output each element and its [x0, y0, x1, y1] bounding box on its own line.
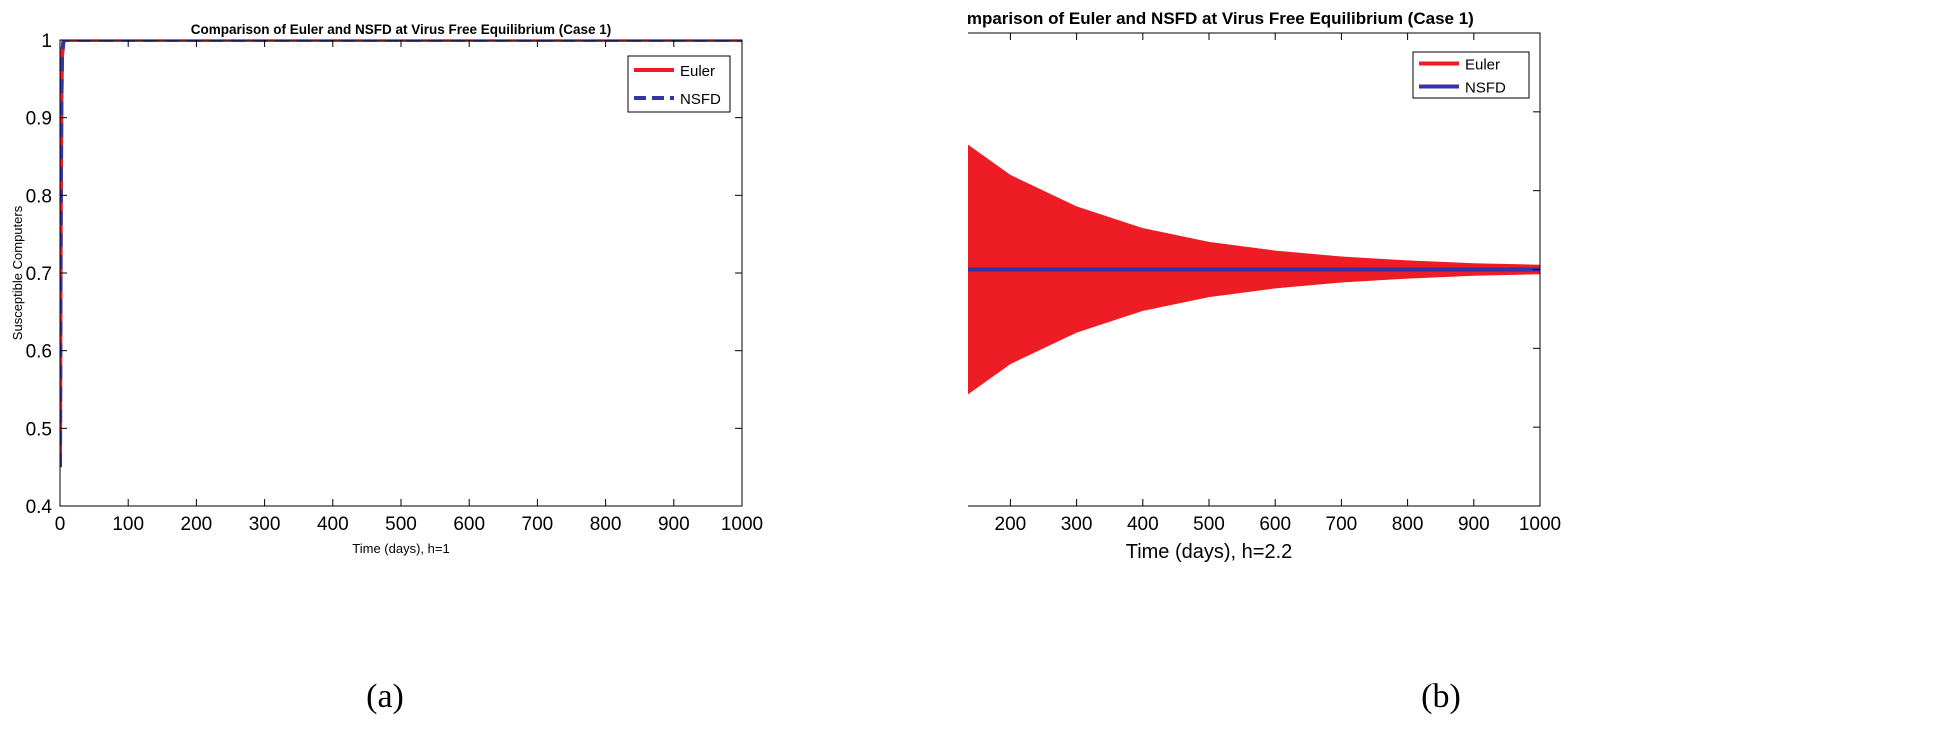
- plot-area: [60, 40, 742, 506]
- legend-box: [627, 55, 731, 113]
- y-tick-label: 0.7: [26, 264, 52, 285]
- series-group: [968, 144, 1540, 395]
- chart-b-group: 010020030040050060070080090010000.40.60.…: [968, 9, 1561, 563]
- x-tick-label: 800: [1392, 514, 1424, 535]
- x-tick-label: 500: [385, 514, 417, 535]
- y-tick-label: 0.5: [26, 419, 52, 440]
- x-tick-label: 200: [995, 514, 1027, 535]
- x-tick-label: 700: [522, 514, 554, 535]
- y-tick-label: 0.9: [26, 109, 52, 130]
- x-tick-label: 700: [1326, 514, 1358, 535]
- x-axis-label: Time (days), h=1: [352, 541, 449, 556]
- y-axis-label: Susceptible Computers: [10, 205, 25, 340]
- x-tick-label: 200: [181, 514, 213, 535]
- x-tick-label: 800: [590, 514, 622, 535]
- y-tick-label: 0.8: [26, 186, 52, 207]
- chart-a-svg: 0 100 200 300 400 500 600 700 800 900 1000 0.4 0.5 0.…: [10, 22, 763, 556]
- x-tick-label: 1000: [721, 514, 763, 535]
- x-tick-label: 600: [1259, 514, 1291, 535]
- legend-box: [1412, 51, 1530, 99]
- legend-label-euler: Euler: [1465, 57, 1500, 74]
- y-tick-label: 1: [41, 31, 52, 52]
- legend: Euler NSFD: [1412, 51, 1530, 99]
- series-nsfd-line: [60, 40, 742, 468]
- chart-title: Comparison of Euler and NSFD at Virus Fr…: [968, 9, 1474, 28]
- caption-b: (b): [1421, 678, 1461, 715]
- chart-panel-a: 0 100 200 300 400 500 600 700 800 900 1000 0.4 0.5 0.…: [0, 0, 960, 743]
- chart-panel-b: 010020030040050060070080090010000.40.60.…: [968, 0, 1938, 743]
- x-tick-label: 100: [112, 514, 144, 535]
- caption-a: (a): [366, 678, 404, 715]
- chart-title: Comparison of Euler and NSFD at Virus Fr…: [191, 22, 612, 37]
- legend-label-nsfd: NSFD: [680, 91, 721, 108]
- x-tick-label: 600: [453, 514, 485, 535]
- x-tick-label: 300: [249, 514, 281, 535]
- y-tick-label: 0.6: [26, 342, 52, 363]
- x-tick-label: 500: [1193, 514, 1225, 535]
- legend: Euler NSFD: [627, 55, 731, 113]
- x-tick-label: 300: [1061, 514, 1093, 535]
- chart-a-group: 0 100 200 300 400 500 600 700 800 900 1000 0.4 0.5 0.…: [10, 22, 763, 556]
- y-tick-label: 0.4: [26, 497, 53, 518]
- legend-label-euler: Euler: [680, 63, 715, 80]
- x-tick-label: 900: [1458, 514, 1490, 535]
- legend-label-nsfd: NSFD: [1465, 80, 1506, 97]
- x-tick-label: 900: [658, 514, 690, 535]
- chart-b-svg: 010020030040050060070080090010000.40.60.…: [968, 9, 1561, 563]
- x-tick-label: 0: [55, 514, 66, 535]
- series-group: [60, 40, 742, 468]
- x-tick-label: 1000: [1519, 514, 1561, 535]
- x-axis-label: Time (days), h=2.2: [1126, 541, 1293, 563]
- x-tick-label: 400: [317, 514, 349, 535]
- x-tick-label: 400: [1127, 514, 1159, 535]
